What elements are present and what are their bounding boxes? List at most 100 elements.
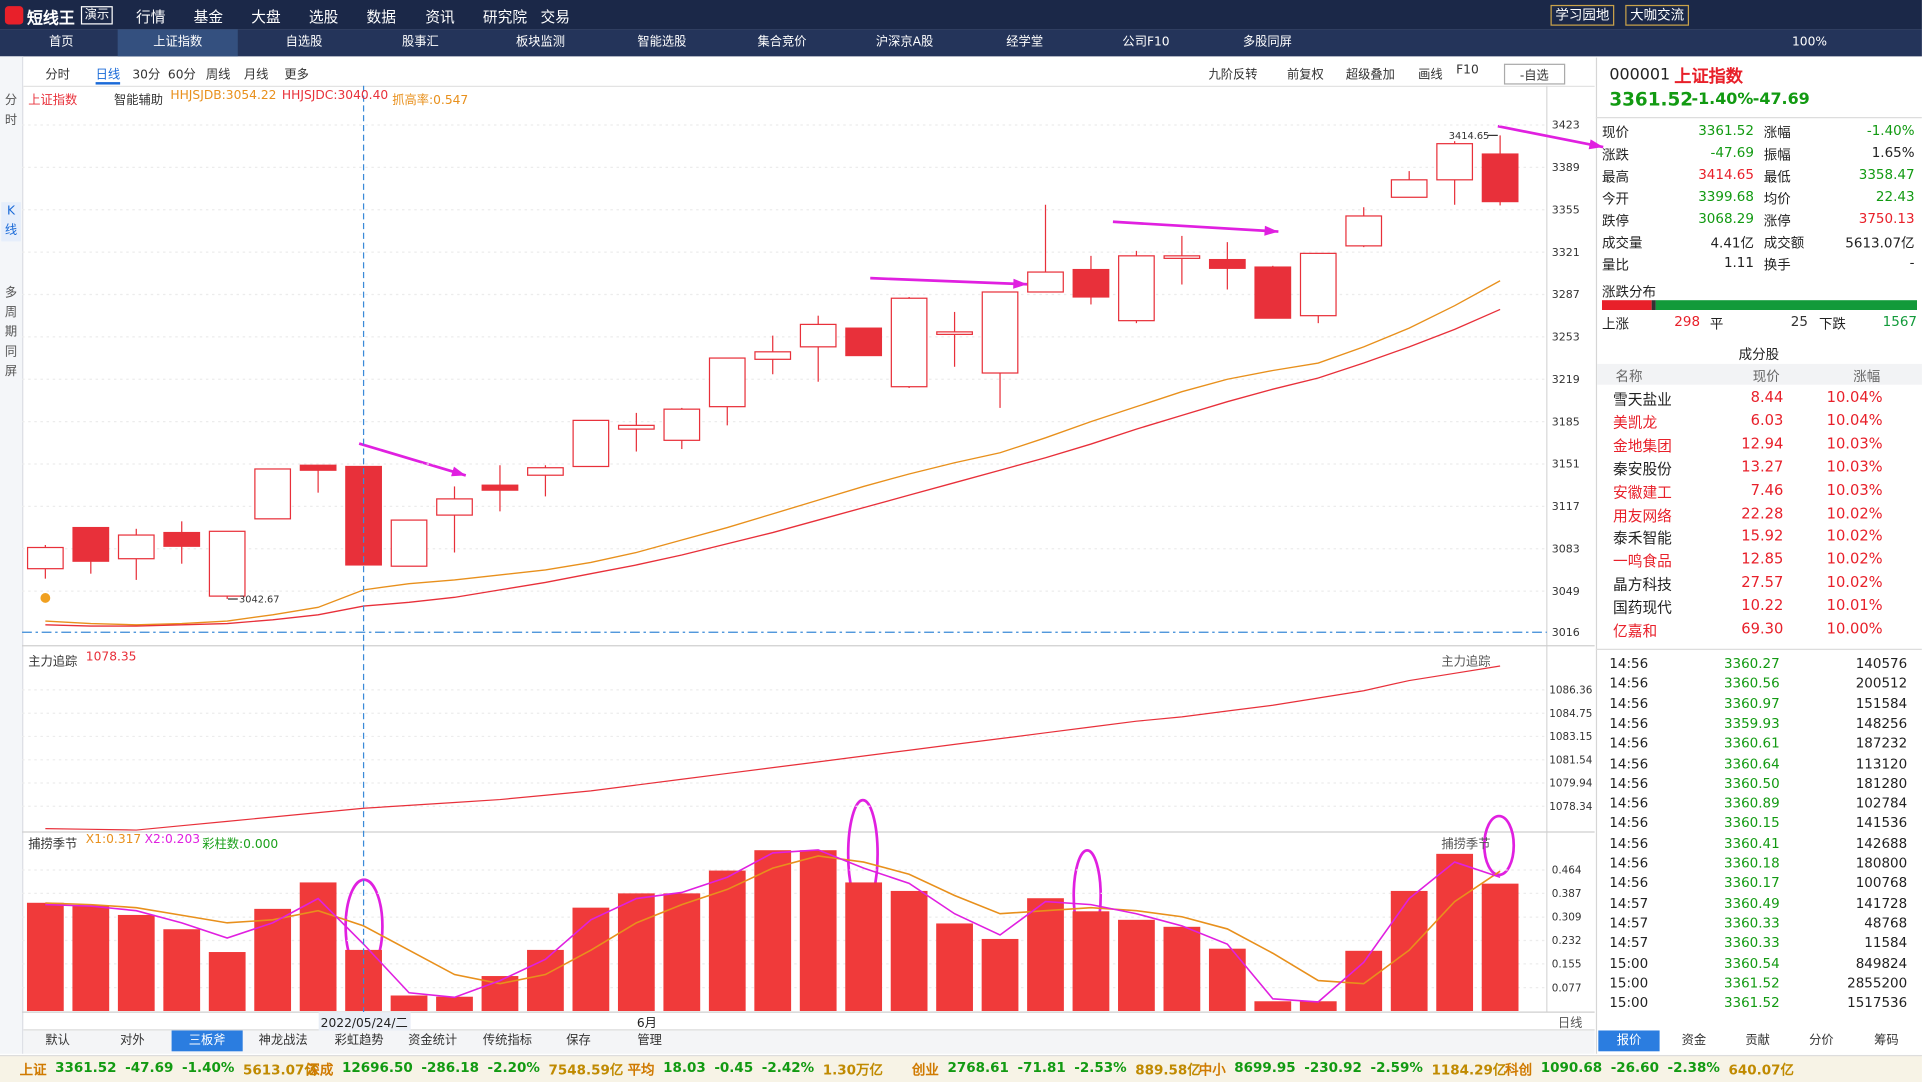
side-tab[interactable]: K线: [1, 202, 21, 242]
menu-item[interactable]: 行情: [136, 8, 166, 26]
indicator-tab[interactable]: 传统指标: [482, 1034, 532, 1048]
stock-name[interactable]: 雪天盐业: [1613, 390, 1672, 409]
indicator-tab[interactable]: 保存: [566, 1034, 591, 1048]
y-tick-label: 3219: [1552, 373, 1580, 386]
ticker-field: -2.20%: [487, 1059, 540, 1076]
tool-button[interactable]: 前复权: [1286, 68, 1324, 83]
stock-name[interactable]: 用友网络: [1613, 506, 1672, 524]
dist-label: 上涨: [1601, 316, 1629, 333]
header-button[interactable]: 大咖交流: [1625, 4, 1690, 26]
side-tab[interactable]: 多周期同屏: [4, 286, 18, 379]
stock-name[interactable]: 一鸣食品: [1613, 552, 1672, 571]
trade-price: 3359.93: [1723, 715, 1780, 732]
tab[interactable]: 经学堂: [1006, 35, 1044, 50]
indicator-tab[interactable]: 对外: [120, 1034, 145, 1048]
indicator-tab[interactable]: 默认: [45, 1034, 70, 1048]
table-header: 现价: [1752, 368, 1780, 385]
trade-price: 3360.50: [1723, 775, 1780, 792]
side-tab[interactable]: 分时: [4, 94, 18, 128]
menu-item[interactable]: 基金: [193, 8, 224, 26]
moving-average: [45, 308, 1501, 627]
tab[interactable]: 集合竞价: [757, 35, 807, 50]
candle-body: [1072, 268, 1110, 298]
bottom-tab-bar: [23, 1029, 1595, 1054]
stock-name[interactable]: 亿嘉和: [1613, 622, 1658, 640]
period-button[interactable]: 月线: [243, 68, 269, 83]
tab[interactable]: 板块监测: [516, 35, 566, 50]
indicator-tab[interactable]: 管理: [637, 1034, 662, 1048]
tab[interactable]: 股事汇: [402, 35, 439, 50]
trade-time: 14:56: [1609, 675, 1649, 692]
ticker-field: -71.81: [1017, 1059, 1066, 1076]
trade-volume: 140576: [1855, 655, 1908, 672]
annotation-circle: [1482, 814, 1516, 877]
period-button[interactable]: 更多: [284, 68, 309, 83]
quote-tab[interactable]: 资金: [1681, 1034, 1707, 1048]
menu-item[interactable]: 交易: [540, 8, 570, 26]
bar: [1436, 853, 1474, 1011]
tab[interactable]: 智能选股: [637, 35, 687, 50]
tab[interactable]: 沪深京A股: [875, 35, 934, 50]
bar: [617, 893, 655, 1011]
stock-name[interactable]: 安徽建工: [1613, 483, 1672, 501]
stock-price: 10.22: [1741, 596, 1784, 614]
quote-tab[interactable]: 报价: [1598, 1030, 1660, 1052]
y-tick-label: 1081.54: [1549, 754, 1592, 766]
period-button[interactable]: 60分: [167, 68, 196, 83]
quote-tab[interactable]: 筹码: [1874, 1034, 1899, 1048]
dist-value: 298: [1674, 313, 1701, 330]
quote-tab[interactable]: 贡献: [1745, 1034, 1770, 1048]
stock-name[interactable]: 国药现代: [1613, 599, 1672, 617]
quote-label: 换手: [1763, 257, 1791, 274]
stock-name[interactable]: 美凯龙: [1613, 414, 1658, 432]
quote-value: 3358.47: [1858, 166, 1915, 183]
stock-name[interactable]: 金地集团: [1613, 437, 1672, 455]
stock-name[interactable]: 晶方科技: [1613, 576, 1672, 594]
tab[interactable]: 自选股: [285, 35, 323, 50]
logo: 短线王: [26, 9, 75, 29]
indicator-tab[interactable]: 资金统计: [408, 1034, 458, 1048]
quote-tab[interactable]: 分价: [1809, 1034, 1834, 1048]
period-button[interactable]: 分时: [45, 68, 70, 83]
period-button[interactable]: 日线: [95, 64, 121, 85]
tool-button[interactable]: 画线: [1418, 68, 1443, 83]
panel-legend: X1:0.317: [85, 833, 142, 847]
tool-button[interactable]: 超级叠加: [1345, 68, 1395, 83]
bar: [208, 952, 246, 1011]
stock-pct: 10.03%: [1826, 481, 1883, 499]
tab[interactable]: 公司F10: [1122, 35, 1170, 50]
period-button[interactable]: 30分: [132, 68, 161, 83]
menu-item[interactable]: 数据: [366, 8, 396, 26]
indicator-tab[interactable]: 三板斧: [171, 1030, 243, 1052]
trade-volume: 141536: [1855, 815, 1908, 832]
candle-body: [708, 357, 746, 408]
bar: [890, 890, 928, 1011]
tool-button[interactable]: -自选: [1503, 63, 1565, 85]
stock-name[interactable]: 泰禾智能: [1613, 529, 1672, 547]
menu-item[interactable]: 选股: [308, 8, 339, 26]
trade-time: 15:00: [1609, 995, 1649, 1011]
stock-name[interactable]: 秦安股份: [1613, 460, 1672, 478]
tool-button[interactable]: 九阶反转: [1208, 68, 1258, 83]
candle-body: [299, 464, 337, 471]
stock-price: 8.44: [1750, 388, 1784, 406]
menu-item[interactable]: 资讯: [425, 8, 455, 26]
quote-value: -: [1909, 254, 1915, 271]
trade-time: 14:57: [1609, 915, 1649, 932]
header-button[interactable]: 学习园地: [1550, 4, 1615, 26]
candle-body: [390, 519, 428, 567]
tab[interactable]: 上证指数: [153, 35, 203, 50]
stock-price: 22.28: [1741, 504, 1784, 522]
tab[interactable]: 多股同屏: [1242, 35, 1292, 50]
quote-value: 3399.68: [1698, 188, 1754, 205]
tab[interactable]: 首页: [49, 35, 74, 50]
tool-button[interactable]: F10: [1456, 63, 1479, 78]
indicator-tab[interactable]: 神龙战法: [258, 1034, 308, 1048]
menu-item[interactable]: 大盘: [251, 8, 281, 26]
menu-item[interactable]: 研究院: [482, 8, 528, 26]
indicator-tab[interactable]: 彩虹趋势: [334, 1034, 384, 1048]
y-tick-label: 1083.15: [1549, 731, 1592, 743]
period-button[interactable]: 周线: [205, 68, 231, 83]
ticker-field: 创业: [911, 1062, 939, 1079]
